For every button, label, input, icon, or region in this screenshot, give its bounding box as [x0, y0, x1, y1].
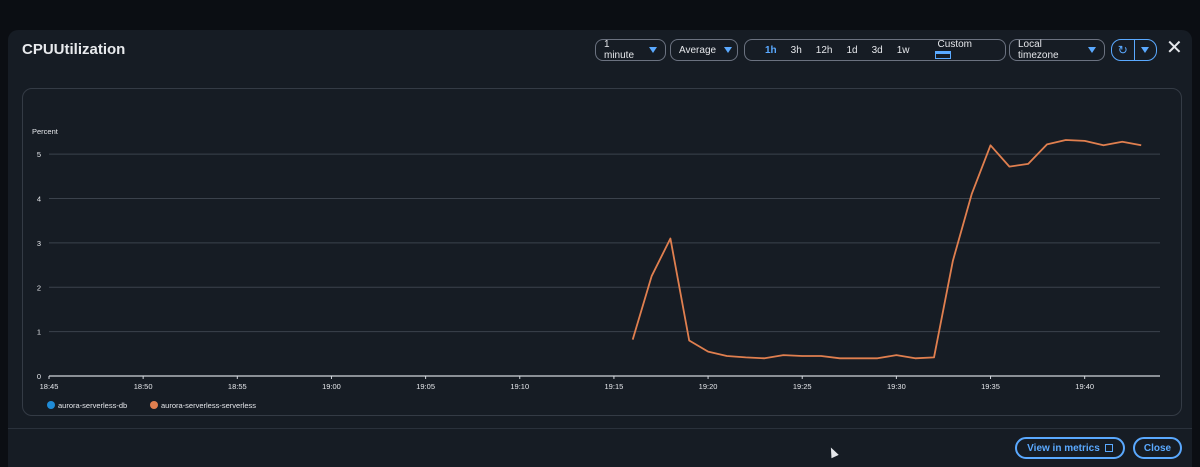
- x-tick-label: 19:05: [416, 382, 435, 391]
- y-axis-label: Percent: [32, 127, 59, 136]
- period-value: 1 minute: [604, 39, 635, 61]
- caret-down-icon: [1088, 47, 1096, 53]
- x-tick-label: 18:55: [228, 382, 247, 391]
- x-tick-label: 18:45: [40, 382, 59, 391]
- close-button[interactable]: Close: [1133, 437, 1182, 459]
- x-tick-label: 19:20: [699, 382, 718, 391]
- footer-divider: [8, 428, 1192, 429]
- range-1h[interactable]: 1h: [765, 44, 777, 56]
- x-tick-label: 19:25: [793, 382, 812, 391]
- custom-range-label: Custom: [937, 39, 972, 50]
- refresh-button-group: ↻: [1111, 39, 1157, 61]
- y-tick-label: 0: [37, 372, 41, 381]
- range-12h[interactable]: 12h: [815, 44, 833, 56]
- close-icon[interactable]: ✕: [1166, 37, 1183, 59]
- caret-down-icon: [649, 47, 657, 53]
- time-range-selector: 1h 3h 12h 1d 3d 1w Custom: [744, 39, 1006, 61]
- period-select[interactable]: 1 minute: [595, 39, 666, 61]
- statistic-select[interactable]: Average: [670, 39, 738, 61]
- view-in-metrics-button[interactable]: View in metrics: [1015, 437, 1125, 459]
- cpu-utilization-chart: Percent 0 1 2 3 4 5 18:45 18:50 18:55 19:00 19:05 19…: [32, 127, 1160, 410]
- x-tick-label: 19:10: [510, 382, 529, 391]
- close-button-label: Close: [1143, 442, 1172, 454]
- x-tick-label: 19:00: [322, 382, 341, 391]
- refresh-button[interactable]: ↻: [1112, 40, 1134, 60]
- refresh-icon: ↻: [1117, 43, 1128, 57]
- chart-container: Percent 0 1 2 3 4 5 18:45 18:50 18:55 19:00 19:05 19…: [22, 88, 1182, 416]
- series-line-aurora-serverless-serverless: [631, 139, 1142, 360]
- calendar-icon: [934, 51, 951, 60]
- statistic-value: Average: [679, 44, 717, 56]
- y-tick-label: 5: [37, 150, 41, 159]
- x-tick-label: 19:40: [1075, 382, 1094, 391]
- x-tick-label: 19:15: [605, 382, 624, 391]
- custom-range-button[interactable]: Custom: [924, 39, 999, 61]
- external-link-icon: [1104, 444, 1113, 452]
- y-tick-label: 4: [37, 195, 41, 204]
- legend-label: aurora-serverless-db: [58, 401, 127, 410]
- timezone-value: Local timezone: [1018, 39, 1059, 61]
- refresh-separator: [1133, 40, 1135, 60]
- x-tick-label: 19:35: [981, 382, 1000, 391]
- x-tick-label: 19:30: [887, 382, 906, 391]
- x-tick-label: 18:50: [134, 382, 153, 391]
- range-1w[interactable]: 1w: [896, 44, 910, 56]
- y-tick-label: 3: [37, 239, 41, 248]
- legend-swatch: [47, 401, 55, 409]
- y-tick-label: 2: [37, 283, 41, 292]
- y-tick-label: 1: [37, 328, 41, 337]
- modal-title: CPUUtilization: [22, 41, 126, 58]
- legend-label: aurora-serverless-serverless: [161, 401, 256, 410]
- caret-down-icon: [1141, 47, 1150, 53]
- caret-down-icon: [724, 47, 733, 53]
- metric-modal: CPUUtilization 1 minute Average 1h 3h 12h 1…: [8, 30, 1192, 467]
- timezone-select[interactable]: Local timezone: [1009, 39, 1105, 61]
- range-3d[interactable]: 3d: [871, 44, 883, 56]
- refresh-options-button[interactable]: [1135, 40, 1157, 60]
- legend-swatch: [150, 401, 158, 409]
- range-3h[interactable]: 3h: [790, 44, 802, 56]
- view-in-metrics-label: View in metrics: [1027, 442, 1100, 454]
- range-1d[interactable]: 1d: [846, 44, 858, 56]
